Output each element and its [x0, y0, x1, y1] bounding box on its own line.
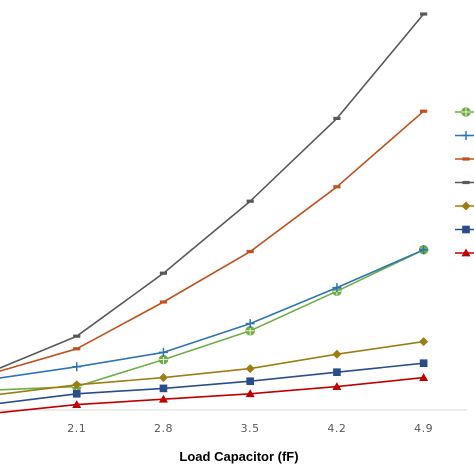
series-2 — [0, 245, 429, 379]
series-7 — [0, 373, 429, 414]
legend — [455, 107, 474, 257]
series-line — [0, 249, 424, 379]
data-point — [159, 300, 168, 304]
legend-entry — [455, 157, 474, 161]
series-4 — [0, 12, 428, 369]
data-point — [462, 180, 470, 185]
data-point — [158, 373, 168, 383]
data-point — [245, 389, 255, 398]
data-point — [461, 131, 471, 140]
data-point — [246, 199, 254, 203]
x-tick-label: 2.1 — [67, 422, 86, 435]
data-point — [333, 116, 341, 120]
data-point — [158, 347, 168, 357]
data-point — [245, 364, 255, 374]
data-point — [72, 389, 81, 398]
data-point — [419, 337, 429, 347]
data-point — [159, 384, 168, 393]
x-axis-ticks: 2.1 2.8 3.5 4.2 4.9 — [67, 422, 433, 435]
data-point — [461, 201, 471, 211]
data-point — [461, 248, 471, 257]
data-point — [73, 347, 81, 351]
legend-entry — [455, 180, 474, 185]
legend-entry — [455, 131, 474, 140]
data-point — [246, 250, 254, 254]
data-point — [72, 400, 82, 408]
legend-entry — [455, 107, 474, 117]
x-tick-label: 4.2 — [327, 422, 346, 435]
data-point — [462, 225, 470, 234]
legend-entry — [455, 248, 474, 257]
data-point — [332, 283, 342, 293]
legend-entry — [455, 201, 474, 211]
data-point — [332, 382, 342, 390]
legend-entry — [455, 225, 474, 234]
data-point — [420, 12, 428, 16]
data-point — [419, 359, 428, 368]
x-axis-title: Load Capacitor (fF) — [179, 449, 298, 464]
data-point — [420, 109, 428, 113]
series-line — [0, 110, 425, 372]
data-point — [333, 185, 341, 189]
x-tick-label: 3.5 — [241, 422, 260, 435]
series-5 — [0, 337, 429, 396]
data-point — [72, 362, 82, 372]
data-point — [245, 319, 255, 329]
series-3 — [0, 109, 428, 372]
data-point — [419, 373, 429, 381]
data-point — [332, 349, 342, 359]
data-point — [333, 368, 341, 377]
x-tick-label: 4.9 — [414, 422, 433, 435]
series-line — [0, 362, 424, 405]
data-point — [159, 271, 168, 275]
series-layer — [0, 12, 429, 414]
series-line — [0, 13, 425, 369]
series-line — [0, 376, 424, 414]
series-line — [0, 340, 424, 396]
data-point — [462, 157, 470, 161]
x-tick-label: 2.8 — [154, 422, 173, 435]
data-point — [73, 334, 81, 338]
data-point — [419, 245, 429, 255]
series-6 — [0, 359, 428, 405]
data-point — [461, 107, 471, 117]
data-point — [246, 377, 255, 386]
data-point — [158, 394, 168, 403]
data-point — [72, 380, 82, 390]
